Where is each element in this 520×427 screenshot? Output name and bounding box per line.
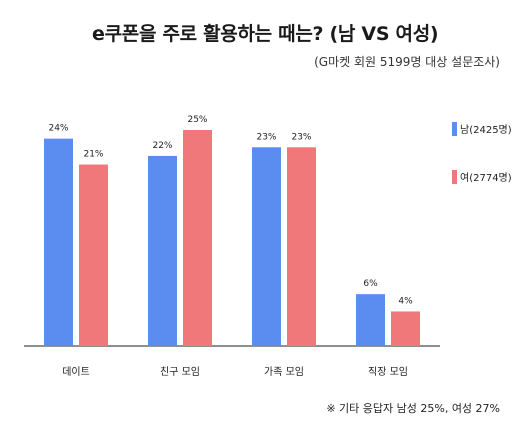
bar-male-0 bbox=[44, 138, 73, 346]
footnote: ※ 기타 응답자 남성 25%, 여성 27% bbox=[326, 402, 500, 415]
x-tick-label-2: 가족 모임 bbox=[264, 365, 304, 378]
legend-label-female: 여(2774명) bbox=[460, 172, 512, 184]
x-tick-label-0: 데이트 bbox=[62, 366, 90, 378]
x-tick-label-1: 친구 모임 bbox=[160, 365, 200, 378]
bar-male-1 bbox=[148, 155, 177, 346]
data-label-female-0: 21% bbox=[83, 150, 103, 160]
data-label-female-2: 23% bbox=[291, 132, 311, 142]
chart-subtitle: (G마켓 회원 5199명 대상 설문조사) bbox=[314, 55, 500, 69]
data-label-female-1: 25% bbox=[187, 115, 207, 125]
bar-female-0 bbox=[79, 164, 108, 346]
bar-female-1 bbox=[183, 130, 212, 346]
data-label-male-0: 24% bbox=[48, 124, 68, 134]
data-label-male-1: 22% bbox=[152, 141, 172, 151]
legend-label-male: 남(2425명) bbox=[460, 124, 512, 136]
data-label-male-2: 23% bbox=[256, 132, 276, 142]
bar-male-3 bbox=[356, 294, 385, 346]
legend-swatch-female bbox=[452, 170, 457, 184]
bar-male-2 bbox=[252, 147, 281, 346]
legend-swatch-male bbox=[452, 122, 457, 136]
x-tick-label-3: 직장 모임 bbox=[368, 365, 408, 378]
bar-female-2 bbox=[287, 147, 316, 346]
bar-female-3 bbox=[391, 311, 420, 346]
data-label-female-3: 4% bbox=[398, 296, 413, 306]
chart-title: e쿠폰을 주로 활용하는 때는? (남 VS 여성) bbox=[92, 23, 439, 45]
data-label-male-3: 6% bbox=[363, 279, 378, 289]
